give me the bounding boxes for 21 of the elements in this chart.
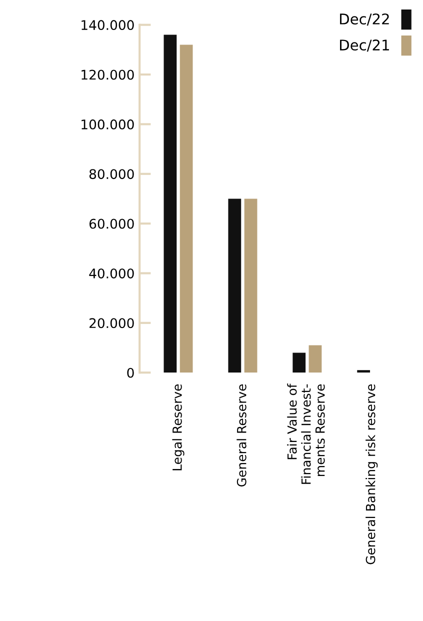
x-tick-label: General Reserve <box>236 384 246 486</box>
x-tick-label: Legal Reserve <box>172 384 184 470</box>
y-tick-label: 60.000 <box>89 218 134 229</box>
legend-label: Dec/22 <box>340 13 389 26</box>
y-tick-label: 100.000 <box>82 119 134 130</box>
bar <box>180 44 193 373</box>
y-tick-label: 80.000 <box>89 169 134 180</box>
x-tick-label: General Banking risk reserve <box>366 384 378 564</box>
bar <box>308 345 322 373</box>
bar <box>244 198 258 373</box>
y-tick-label: 140.000 <box>82 20 134 30</box>
y-tick-label: 40.000 <box>89 268 134 278</box>
bar <box>164 34 177 373</box>
y-tick-label: 20.000 <box>90 318 134 328</box>
y-tick-label: 0 <box>127 368 134 378</box>
bar <box>292 352 306 373</box>
x-tick-label: Fair Value of Financial Invest- ments Reserve <box>287 383 325 484</box>
bar <box>228 198 242 373</box>
y-tick-label: 120.000 <box>82 70 134 80</box>
legend-label: Dec/21 <box>340 40 389 52</box>
bar <box>357 370 370 373</box>
